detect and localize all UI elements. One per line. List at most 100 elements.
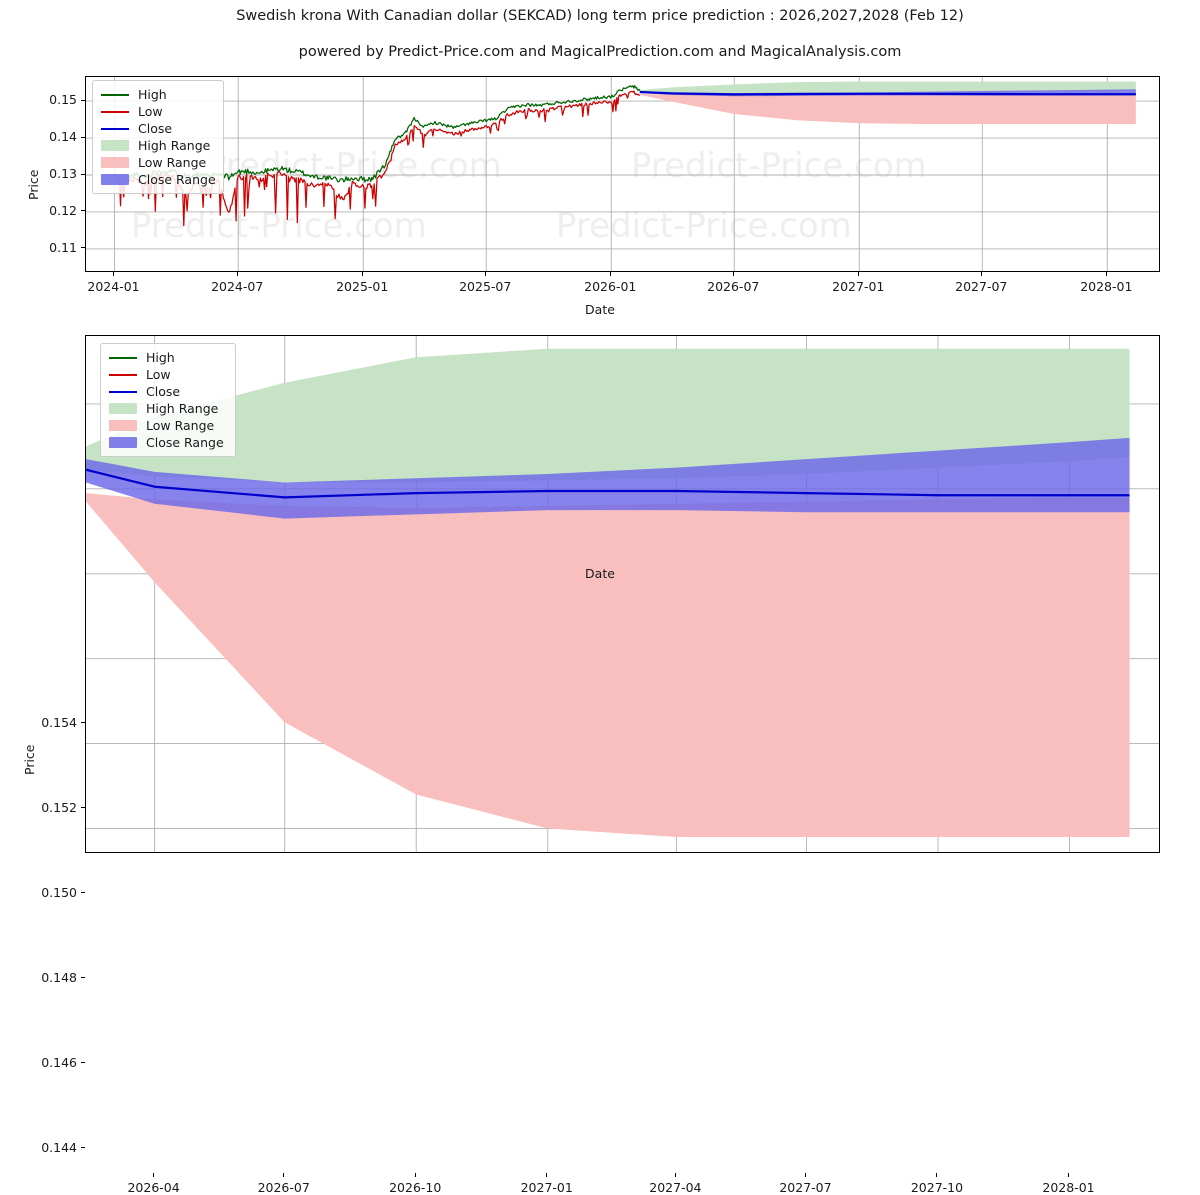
x-tick-label: 2027-01 [832,279,885,294]
x-tick-mark [546,1173,548,1177]
x-tick-label: 2026-01 [584,279,637,294]
y-tick-label: 0.150 [41,884,77,900]
x-tick-mark [484,272,486,276]
x-tick-mark [804,1173,806,1177]
top-chart-plot-area: Predict-Price.com Predict-Price.com Predic… [85,76,1160,272]
y-tick-label: 0.146 [41,1054,77,1070]
y-tick-mark [81,977,85,979]
top-chart-legend: High Low Close High Range Low Range Close Ran… [92,80,224,194]
legend-item-low: Low [108,366,227,383]
x-tick-label: 2024-01 [87,279,140,294]
legend-swatch-close-icon [108,385,138,398]
legend-item-high: High [100,86,215,103]
legend-item-close-range: Close Range [108,434,227,451]
y-tick-label: 0.152 [41,799,77,815]
legend-swatch-high-range-icon [108,402,138,415]
x-tick-label: 2027-10 [910,1180,964,1195]
band-high-range [639,81,1136,94]
top-chart-canvas: Predict-Price.com Predict-Price.com Predic… [86,77,1159,271]
top-chart-panel: Price Predict-Price.com Predict-Price.com… [0,0,1200,320]
x-tick-mark [361,272,363,276]
legend-item-low-range: Low Range [100,154,215,171]
x-tick-label: 2027-07 [779,1180,832,1195]
x-tick-mark [1105,272,1107,276]
x-tick-mark [674,1173,676,1177]
x-tick-mark [1068,1173,1069,1177]
y-tick-label: 0.12 [49,202,77,218]
bottom-chart-y-axis-label: Price [22,744,37,776]
legend-item-close: Close [108,383,227,400]
x-tick-label: 2026-07 [257,1180,310,1195]
legend-label: Low [146,367,171,382]
x-tick-mark [236,272,238,276]
band-close-range [86,437,1130,519]
watermark-text: Predict-Price.com [556,206,852,246]
legend-swatch-high-icon [108,351,138,364]
x-tick-mark [283,1173,285,1177]
legend-swatch-low-icon [100,105,130,118]
legend-item-close-range: Close Range [100,171,216,188]
x-tick-label: 2025-07 [459,279,512,294]
legend-swatch-close-range-icon [100,173,130,186]
legend-item-high-range: High Range [100,137,215,154]
x-tick-label: 2026-07 [707,279,760,294]
bottom-chart-x-axis-label: Date [585,566,615,581]
band-low-range [86,493,1130,838]
figure-title: Swedish krona With Canadian dollar (SEKC… [236,8,964,24]
legend-item-low: Low [100,103,215,120]
band-low-range [639,94,1136,124]
legend-swatch-high-range-icon [100,139,130,152]
y-tick-label: 0.11 [49,239,77,255]
x-tick-mark [732,272,734,276]
y-tick-mark [81,722,85,724]
legend-label: Low Range [138,155,207,170]
legend-swatch-low-range-icon [100,156,130,169]
x-tick-label: 2026-04 [127,1180,180,1195]
bottom-chart-legend: High Low Close High Range Low Range Close Ran… [100,343,236,457]
x-tick-mark [857,272,859,276]
x-tick-label: 2024-07 [211,279,264,294]
legend-label: High [138,87,167,102]
x-tick-label: 2027-01 [520,1180,573,1195]
x-tick-label: 2027-07 [955,279,1008,294]
y-tick-mark [81,210,85,212]
y-tick-mark [81,807,85,809]
y-tick-mark [81,99,85,101]
series-line-close [639,90,1136,96]
legend-label: High [146,350,175,365]
x-tick-label: 2026-10 [389,1180,442,1195]
x-tick-mark [153,1173,155,1177]
band-high-range [86,348,1130,483]
y-tick-mark [81,136,85,138]
watermark-text: Predict-Price.com [631,146,927,186]
y-tick-mark [81,892,85,894]
legend-label: Low Range [146,418,215,433]
x-tick-label: 2028-01 [1042,1180,1095,1195]
x-tick-mark [414,1173,416,1177]
legend-swatch-low-icon [108,368,138,381]
legend-item-close: Close [100,120,215,137]
y-tick-label: 0.13 [49,166,77,181]
figure-subtitle: powered by Predict-Price.com and Magical… [298,44,902,60]
legend-swatch-close-range-icon [108,436,138,449]
y-tick-label: 0.154 [41,714,77,730]
legend-swatch-high-icon [100,88,130,101]
x-tick-mark [113,272,115,276]
legend-swatch-close-icon [100,122,130,135]
top-chart-x-axis-label: Date [585,302,615,317]
y-tick-mark [81,173,85,175]
legend-label: High Range [146,401,219,416]
y-tick-mark [81,1147,85,1149]
legend-label: High Range [138,138,211,153]
bottom-chart-panel: Price Predict-Price.comPredict-Price.com… [0,320,1200,1195]
legend-label: Close Range [138,172,216,187]
x-tick-label: 2025-01 [336,279,389,294]
x-tick-label: 2028-01 [1080,279,1133,294]
x-tick-mark [980,272,982,276]
y-tick-label: 0.14 [49,129,77,145]
y-tick-mark [81,247,85,249]
y-tick-mark [81,1062,85,1064]
x-tick-mark [936,1173,938,1177]
